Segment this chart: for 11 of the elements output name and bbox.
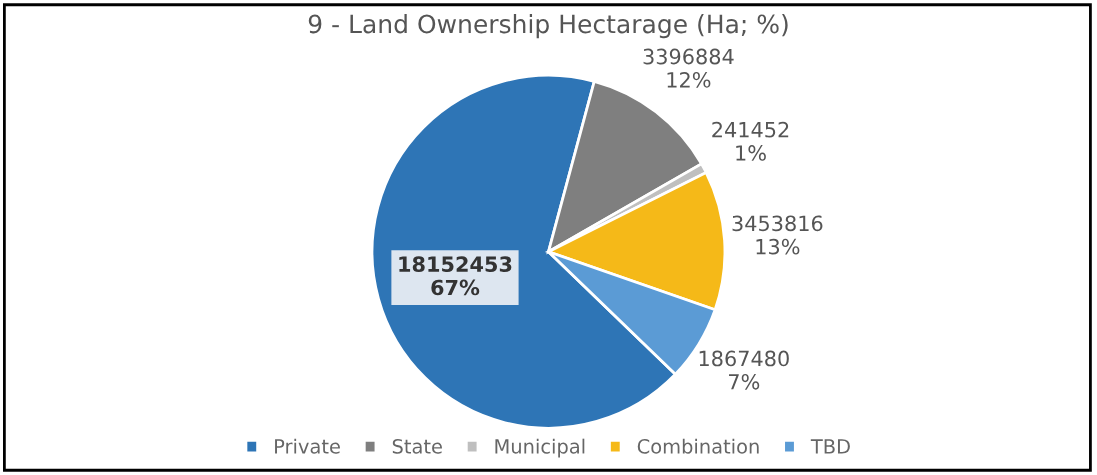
legend-label: TBD xyxy=(810,439,850,454)
data-label: 3396884 12% xyxy=(643,48,734,88)
legend-label: State xyxy=(392,439,442,454)
chart-title: 9 - Land Ownership Hectarage (Ha; %) xyxy=(308,14,788,39)
data-label: 1867480 7% xyxy=(699,350,789,390)
legend-label: Municipal xyxy=(495,438,585,458)
data-label: 18152453 67% xyxy=(399,256,512,296)
data-label: 3453816 13% xyxy=(732,215,823,255)
legend-label: Combination xyxy=(637,438,759,454)
data-label: 241452 1% xyxy=(712,121,789,161)
legend-label: Private xyxy=(275,438,340,454)
